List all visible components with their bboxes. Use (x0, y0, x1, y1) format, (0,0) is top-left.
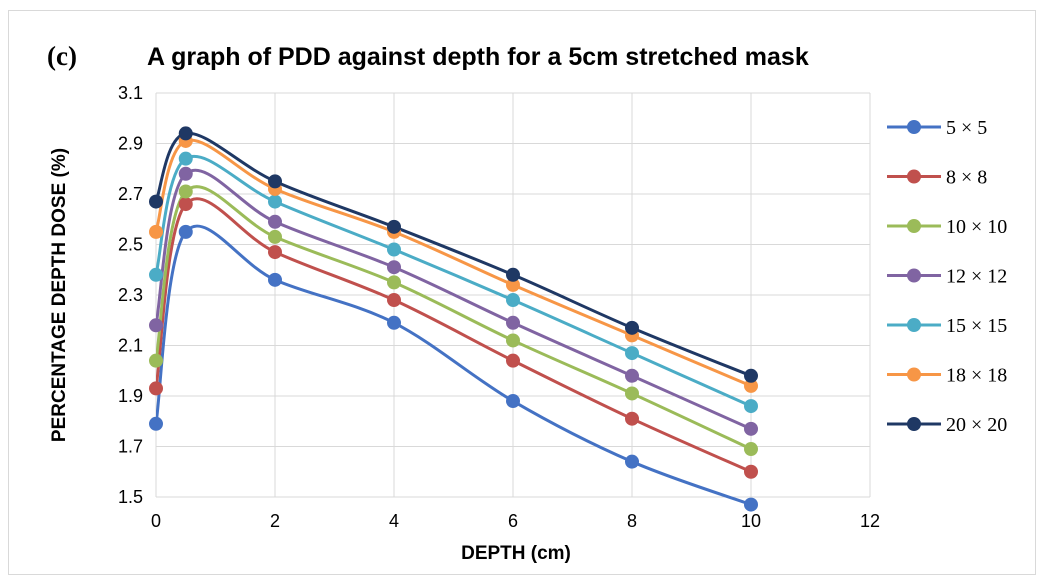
data-point (178, 151, 193, 166)
data-point (268, 214, 282, 229)
data-point (387, 242, 401, 257)
legend-label: 8 × 8 (946, 167, 987, 189)
series-line-3 (156, 185, 752, 451)
data-point (625, 320, 639, 335)
pdd-line-chart: (c) A graph of PDD against depth for a 5… (47, 41, 1007, 564)
data-point (268, 272, 282, 287)
data-point (744, 497, 758, 512)
data-point (268, 194, 282, 209)
series-layer (156, 131, 752, 506)
x-tick-label: 0 (151, 511, 161, 531)
data-point (625, 386, 639, 401)
y-tick-label: 3.1 (118, 83, 143, 103)
legend-marker (907, 318, 921, 332)
data-point (506, 353, 520, 368)
data-point (178, 184, 193, 199)
data-point (506, 267, 520, 282)
data-point (744, 421, 758, 436)
legend-label: 15 × 15 (946, 315, 1007, 337)
data-point (625, 411, 639, 426)
data-point (149, 224, 163, 239)
x-tick-label: 6 (508, 511, 518, 531)
y-tick-label: 2.1 (118, 336, 143, 356)
y-tick-label: 1.5 (118, 487, 143, 507)
y-axis-title: PERCENTAGE DEPTH DOSE (%) (49, 148, 70, 442)
x-axis-title: DEPTH (cm) (461, 543, 571, 564)
data-point (744, 399, 758, 414)
series-line-6 (156, 138, 752, 388)
x-tick-label: 12 (860, 511, 880, 531)
data-point (387, 315, 401, 330)
legend-marker (907, 268, 921, 283)
data-point (625, 368, 639, 383)
data-point (506, 277, 520, 292)
data-point (149, 416, 163, 431)
series-line-4 (156, 168, 752, 431)
data-point (149, 194, 163, 209)
data-point (149, 318, 163, 333)
legend: 5 × 5 8 × 8 10 × 10 12 × 12 15 × 15 18 × 18 20… (887, 117, 1007, 436)
legend-marker (907, 417, 921, 431)
data-point (178, 197, 193, 212)
data-point (744, 442, 758, 457)
data-point (149, 353, 163, 368)
legend-marker (907, 367, 921, 382)
data-point (744, 368, 758, 383)
data-point (149, 381, 163, 396)
data-point (268, 174, 282, 189)
legend-label: 10 × 10 (946, 216, 1007, 238)
legend-label: 5 × 5 (946, 117, 987, 139)
y-tick-label: 2.5 (118, 235, 143, 255)
x-tick-label: 10 (741, 511, 761, 531)
data-point (744, 464, 758, 479)
legend-label: 18 × 18 (946, 365, 1007, 387)
legend-label: 12 × 12 (946, 266, 1007, 288)
data-point (268, 229, 282, 244)
y-tick-label: 2.7 (118, 184, 143, 204)
x-tick-label: 2 (270, 511, 280, 531)
x-tick-label: 8 (627, 511, 637, 531)
legend-marker (907, 120, 921, 134)
points-layer (149, 126, 758, 512)
data-point (625, 346, 639, 361)
data-point (387, 260, 401, 275)
chart-title: A graph of PDD against depth for a 5cm s… (147, 43, 809, 71)
legend-label: 20 × 20 (946, 414, 1007, 436)
legend-marker (907, 169, 921, 184)
data-point (178, 126, 193, 141)
chart-frame: (c) A graph of PDD against depth for a 5… (8, 10, 1036, 575)
y-tick-label: 2.9 (118, 134, 143, 154)
data-point (149, 267, 163, 282)
y-axis-ticks: 1.5 1.7 1.9 2.1 2.3 2.5 2.7 2.9 3.1 (118, 83, 143, 507)
data-point (387, 275, 401, 290)
y-tick-label: 1.9 (118, 386, 143, 406)
data-point (178, 224, 193, 239)
data-point (387, 293, 401, 308)
data-point (506, 293, 520, 308)
data-point (625, 454, 639, 469)
data-point (506, 394, 520, 409)
data-point (387, 219, 401, 234)
data-point (506, 333, 520, 348)
x-axis-ticks: 0 2 4 6 8 10 12 (151, 511, 880, 531)
data-point (178, 166, 193, 181)
x-tick-label: 4 (389, 511, 399, 531)
data-point (744, 378, 758, 393)
series-line-2 (156, 197, 752, 474)
legend-marker (907, 219, 921, 233)
panel-label: (c) (47, 41, 77, 71)
data-point (506, 315, 520, 330)
y-tick-label: 2.3 (118, 285, 143, 305)
data-point (268, 245, 282, 260)
y-tick-label: 1.7 (118, 437, 143, 457)
